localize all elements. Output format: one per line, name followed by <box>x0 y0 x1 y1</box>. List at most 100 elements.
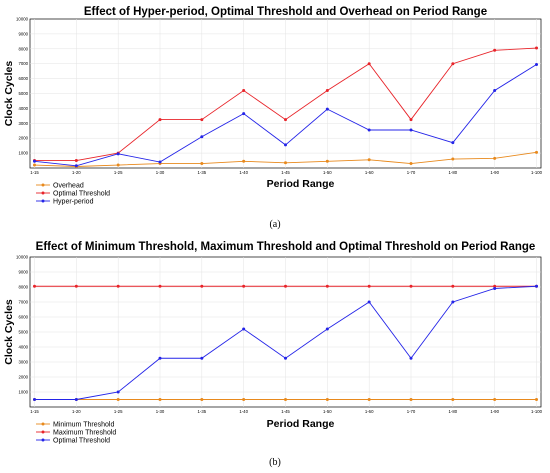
x-axis-label: Period Range <box>267 178 335 190</box>
x-tick-label: 1-70 <box>407 170 416 175</box>
data-point <box>451 300 455 304</box>
data-point <box>200 118 204 122</box>
data-point <box>493 48 497 52</box>
data-point <box>535 284 538 288</box>
data-point <box>367 398 371 401</box>
data-point <box>493 284 497 288</box>
y-tick-label: 8000 <box>18 46 28 51</box>
series-1 <box>33 150 538 169</box>
data-point <box>242 398 246 401</box>
y-tick-label: 6000 <box>18 315 28 320</box>
data-point <box>451 62 455 66</box>
y-tick-label: 1000 <box>18 151 28 156</box>
data-point <box>535 150 538 154</box>
data-point <box>242 327 246 331</box>
data-point <box>116 163 120 167</box>
y-tick-label: 2000 <box>18 375 28 380</box>
data-point <box>284 161 287 165</box>
data-point <box>116 398 120 401</box>
legend-item: Optimal Threshold <box>36 190 110 197</box>
x-tick-label: 1-90 <box>490 409 499 414</box>
data-point <box>116 284 120 288</box>
x-tick-label: 1-45 <box>281 409 290 414</box>
data-point <box>409 398 413 401</box>
figure-caption: (a) <box>269 219 280 230</box>
data-point <box>200 398 204 401</box>
legend-marker <box>41 191 45 195</box>
data-point <box>33 159 36 163</box>
x-tick-label: 1-30 <box>156 409 165 414</box>
y-tick-label: 3000 <box>18 121 28 126</box>
series-3 <box>33 284 538 401</box>
x-tick-label: 1-15 <box>30 170 39 175</box>
data-point <box>74 159 78 163</box>
legend-item: Overhead <box>36 182 84 189</box>
x-tick-label: 1-20 <box>72 170 81 175</box>
x-tick-label: 1-100 <box>531 170 543 175</box>
data-point <box>367 284 371 288</box>
x-tick-label: 1-70 <box>407 409 416 414</box>
data-point <box>325 398 329 401</box>
data-point <box>284 143 287 147</box>
y-axis-label: Clock Cycles <box>3 299 15 365</box>
y-tick-label: 7000 <box>18 61 28 66</box>
data-point <box>74 164 78 168</box>
legend-item: Minimum Threshold <box>36 421 114 428</box>
legend-label: Maximum Threshold <box>53 429 116 436</box>
data-point <box>33 398 36 401</box>
data-point <box>200 356 204 360</box>
data-point <box>242 89 246 93</box>
data-point <box>325 327 329 331</box>
x-tick-label: 1-100 <box>531 409 543 414</box>
data-point <box>535 398 538 401</box>
data-point <box>451 284 455 288</box>
data-point <box>367 300 371 304</box>
data-point <box>493 156 497 160</box>
legend-label: Optimal Threshold <box>53 437 110 444</box>
y-tick-label: 5000 <box>18 91 28 96</box>
x-tick-label: 1-45 <box>281 170 290 175</box>
figure-caption: (b) <box>269 457 281 468</box>
legend-label: Minimum Threshold <box>53 421 114 428</box>
x-tick-label: 1-35 <box>198 409 207 414</box>
data-point <box>367 128 371 132</box>
data-point <box>409 162 413 166</box>
y-tick-label: 6000 <box>18 76 28 81</box>
legend-item: Hyper-period <box>36 198 94 205</box>
data-point <box>409 118 413 122</box>
series-3 <box>33 62 538 168</box>
y-tick-label: 4000 <box>18 106 28 111</box>
data-point <box>74 284 78 288</box>
y-tick-label: 2000 <box>18 136 28 141</box>
legend-item: Maximum Threshold <box>36 429 116 436</box>
data-point <box>284 284 287 288</box>
x-tick-label: 1-25 <box>114 409 123 414</box>
x-tick-label: 1-30 <box>156 170 165 175</box>
legend-marker <box>41 430 45 434</box>
legend-item: Optimal Threshold <box>36 437 110 444</box>
x-tick-label: 1-60 <box>365 170 374 175</box>
data-point <box>158 284 162 288</box>
x-tick-label: 1-60 <box>365 409 374 414</box>
data-point <box>451 398 455 401</box>
chart-title: Effect of Minimum Threshold, Maximum Thr… <box>36 241 536 253</box>
data-point <box>242 159 246 163</box>
legend-marker <box>41 422 45 426</box>
y-axis-label: Clock Cycles <box>3 61 15 127</box>
data-point <box>535 46 538 50</box>
x-tick-label: 1-25 <box>114 170 123 175</box>
data-point <box>409 356 413 360</box>
data-point <box>242 284 246 288</box>
legend-marker <box>41 438 45 442</box>
x-tick-label: 1-80 <box>449 170 458 175</box>
data-point <box>284 398 287 401</box>
data-point <box>325 89 329 93</box>
legend-marker <box>41 199 45 203</box>
legend-label: Optimal Threshold <box>53 190 110 197</box>
data-point <box>242 112 246 116</box>
y-tick-label: 10000 <box>16 17 29 22</box>
x-axis-label: Period Range <box>267 418 335 430</box>
